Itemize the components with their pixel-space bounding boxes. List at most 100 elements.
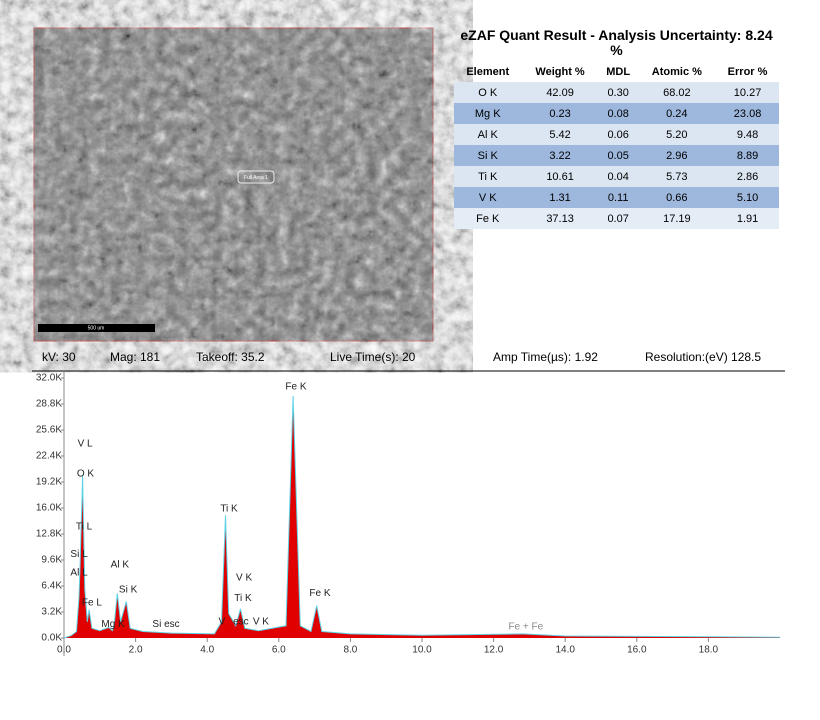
y-tick-label: 28.8K <box>36 399 62 410</box>
table-cell: 8.89 <box>736 149 759 162</box>
table-cell: 1.31 <box>549 191 571 204</box>
table-cell: Al K <box>477 128 498 141</box>
y-tick-label: 19.2K <box>36 477 62 488</box>
y-tick-label: 32.0K <box>36 373 62 384</box>
peak-label: O K <box>77 469 95 480</box>
x-tick-label: 16.0 <box>627 645 647 656</box>
table-row: Fe K 37.13 0.07 17.19 1.91 <box>454 208 779 229</box>
condition: Takeoff: 35.2 <box>196 350 265 364</box>
x-tick-label: 14.0 <box>555 645 575 656</box>
condition: Resolution:(eV) 128.5 <box>645 350 762 364</box>
peak-label: V L <box>78 438 93 449</box>
peak-label: Ti K <box>234 593 252 604</box>
y-tick-label: 16.0K <box>36 503 62 514</box>
x-tick-label: 0.0 <box>57 645 71 656</box>
table-cell: Fe K <box>476 212 500 225</box>
table-cell: 10.61 <box>546 170 574 183</box>
peak-label: Si esc <box>152 619 179 630</box>
spectrum-line <box>63 395 781 639</box>
table-cell: V K <box>478 191 497 204</box>
table-cell: 0.05 <box>607 149 629 162</box>
y-tick-label: 3.2K <box>41 607 62 618</box>
scale-bar <box>38 324 155 332</box>
peak-label: Ti K <box>220 503 238 514</box>
column-header: MDL <box>606 66 631 78</box>
table-cell: 0.24 <box>666 107 688 120</box>
table-row: Mg K 0.23 0.08 0.24 23.08 <box>454 103 779 124</box>
table-cell: 0.04 <box>607 170 629 183</box>
peak-label: V <box>219 616 226 627</box>
table-row: Al K 5.42 0.06 5.20 9.48 <box>454 124 779 145</box>
table-cell: 0.23 <box>549 107 571 120</box>
peak-label: Fe + Fe <box>508 622 543 633</box>
table-cell: Si K <box>477 149 498 162</box>
table-cell: Ti K <box>478 170 498 183</box>
table-cell: 3.22 <box>549 149 571 162</box>
y-tick-label: 6.4K <box>41 581 62 592</box>
peak-label: Fe K <box>309 588 330 599</box>
peak-label: Fe K <box>285 382 306 393</box>
table-cell: 0.11 <box>607 191 629 204</box>
header-row: Element Weight % MDL Atomic % Error % <box>454 62 779 82</box>
table-row: Ti K 10.61 0.04 5.73 2.86 <box>454 166 779 187</box>
x-tick-label: 10.0 <box>412 645 432 656</box>
column-header: Error % <box>727 66 768 78</box>
table-cell: 17.19 <box>663 212 691 225</box>
table-cell: 68.02 <box>663 86 691 99</box>
peak-label: esc <box>233 616 249 627</box>
table-cell: 0.66 <box>666 191 688 204</box>
table-cell: 5.20 <box>666 128 688 141</box>
peak-label: Ti L <box>76 521 93 532</box>
peak-label: Al L <box>70 568 88 579</box>
table-cell: 2.96 <box>666 149 688 162</box>
peak-label: Si L <box>70 549 88 560</box>
table-cell: 10.27 <box>733 86 762 99</box>
x-tick-label: 8.0 <box>343 645 357 656</box>
spectrum-area <box>64 395 780 638</box>
table-cell: 9.48 <box>736 128 759 141</box>
table-row: O K 42.09 0.30 68.02 10.27 <box>454 82 779 103</box>
column-header: Atomic % <box>651 66 702 78</box>
area-label: Full Area 1 <box>244 175 268 181</box>
table-cell: 5.10 <box>736 191 759 204</box>
table-cell: 0.07 <box>607 212 629 225</box>
peak-label: Al K <box>111 560 130 571</box>
peak-label: Mg K <box>101 619 125 630</box>
table-cell: 2.86 <box>736 170 759 183</box>
column-header: Weight % <box>535 66 585 78</box>
table-cell: 0.30 <box>607 86 629 99</box>
table-cell: 5.73 <box>666 170 688 183</box>
table-cell: 42.09 <box>546 86 574 99</box>
peak-label: Si K <box>119 585 138 596</box>
x-tick-label: 12.0 <box>484 645 504 656</box>
area-box <box>237 170 275 184</box>
y-tick-label: 25.6K <box>36 425 62 436</box>
table-cell: 0.06 <box>607 128 629 141</box>
table-cell: 23.08 <box>733 107 762 120</box>
table-cell: O K <box>478 86 498 99</box>
table-title: eZAF Quant Result - Analysis Uncertainty… <box>460 27 773 58</box>
condition: Live Time(s): 20 <box>330 350 416 364</box>
column-header: Element <box>466 66 510 78</box>
y-tick-label: 9.6K <box>41 555 62 566</box>
y-tick-label: 12.8K <box>36 529 62 540</box>
y-tick-label: 0.0K <box>41 633 62 644</box>
condition: Amp Time(µs): 1.92 <box>493 350 598 364</box>
y-tick-label: 22.4K <box>36 451 62 462</box>
condition: kV: 30 <box>42 350 76 364</box>
table-cell: 5.42 <box>549 128 571 141</box>
x-tick-label: 6.0 <box>272 645 286 656</box>
table-cell: Mg K <box>474 107 501 120</box>
table-row: V K 1.31 0.11 0.66 5.10 <box>454 187 779 208</box>
sem-texture <box>34 28 433 341</box>
table: Element Weight % MDL Atomic % Error % O K 42.0… <box>454 62 779 229</box>
x-tick-label: 2.0 <box>129 645 143 656</box>
scale-label: 500 um <box>88 325 105 331</box>
table-cell: 37.13 <box>546 212 574 225</box>
peak-label: V K <box>236 573 252 584</box>
x-tick-label: 18.0 <box>699 645 719 656</box>
condition: Mag: 181 <box>110 350 161 364</box>
peak-label: Fe L <box>82 598 102 609</box>
